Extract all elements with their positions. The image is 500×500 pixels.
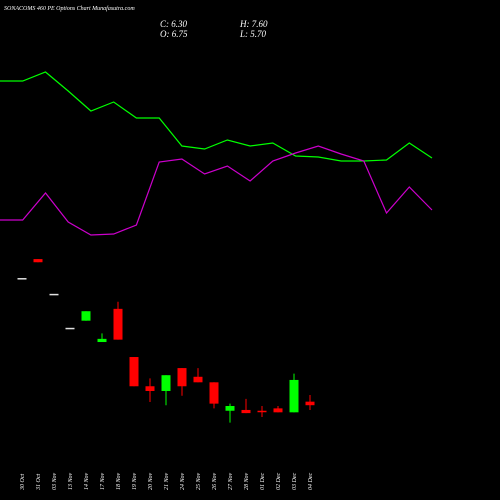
- x-tick-label: 31 Oct: [36, 474, 42, 491]
- x-tick-label: 03 Dec: [292, 473, 298, 490]
- indicator-line: [0, 71, 433, 162]
- candle-body: [225, 406, 235, 411]
- x-tick-label: 04 Dec: [307, 473, 314, 490]
- x-tick-label: 18 Nov: [116, 472, 122, 490]
- ohlc-label: H: 7.60: [239, 19, 268, 29]
- candle-body: [81, 311, 91, 321]
- x-tick-label: 26 Nov: [212, 472, 218, 490]
- x-tick-label: 25 Nov: [196, 472, 202, 490]
- candle-body: [193, 376, 203, 383]
- x-tick-label: 02 Dec: [276, 473, 282, 490]
- ohlc-label: O: 6.75: [160, 29, 188, 39]
- candle-body: [97, 338, 107, 343]
- ohlc-label: L: 5.70: [239, 29, 267, 39]
- x-tick-label: 01 Dec: [260, 473, 266, 490]
- candle-body: [145, 386, 155, 391]
- candle-body: [209, 382, 219, 404]
- candle-body: [17, 278, 27, 280]
- candle-body: [113, 308, 123, 340]
- x-tick-label: 03 Nov: [52, 472, 58, 490]
- candle-body: [257, 410, 267, 413]
- candle-body: [49, 293, 59, 296]
- x-tick-label: 27 Nov: [228, 472, 234, 490]
- candle-body: [241, 409, 251, 414]
- candle-body: [65, 327, 75, 330]
- x-tick-label: 21 Nov: [164, 472, 170, 490]
- x-tick-label: 17 Nov: [100, 472, 106, 490]
- indicator-line: [0, 145, 433, 236]
- candle-body: [305, 401, 315, 406]
- x-tick-label: 14 Nov: [83, 472, 90, 490]
- candle-body: [273, 408, 283, 413]
- candle-body: [129, 357, 139, 387]
- chart-title: SONACOMS 460 PE Options Chart Munafasutr…: [4, 5, 135, 12]
- ohlc-label: C: 6.30: [160, 19, 188, 29]
- x-tick-label: 30 Oct: [20, 474, 26, 491]
- x-tick-label: 24 Nov: [179, 472, 186, 490]
- candle-body: [161, 375, 171, 391]
- candle-body: [177, 368, 187, 387]
- x-tick-label: 13 Nov: [68, 472, 74, 490]
- x-tick-label: 19 Nov: [132, 472, 138, 490]
- candle-body: [289, 379, 299, 413]
- x-tick-label: 28 Nov: [244, 472, 250, 490]
- x-tick-label: 20 Nov: [148, 472, 154, 490]
- candle-body: [33, 259, 43, 263]
